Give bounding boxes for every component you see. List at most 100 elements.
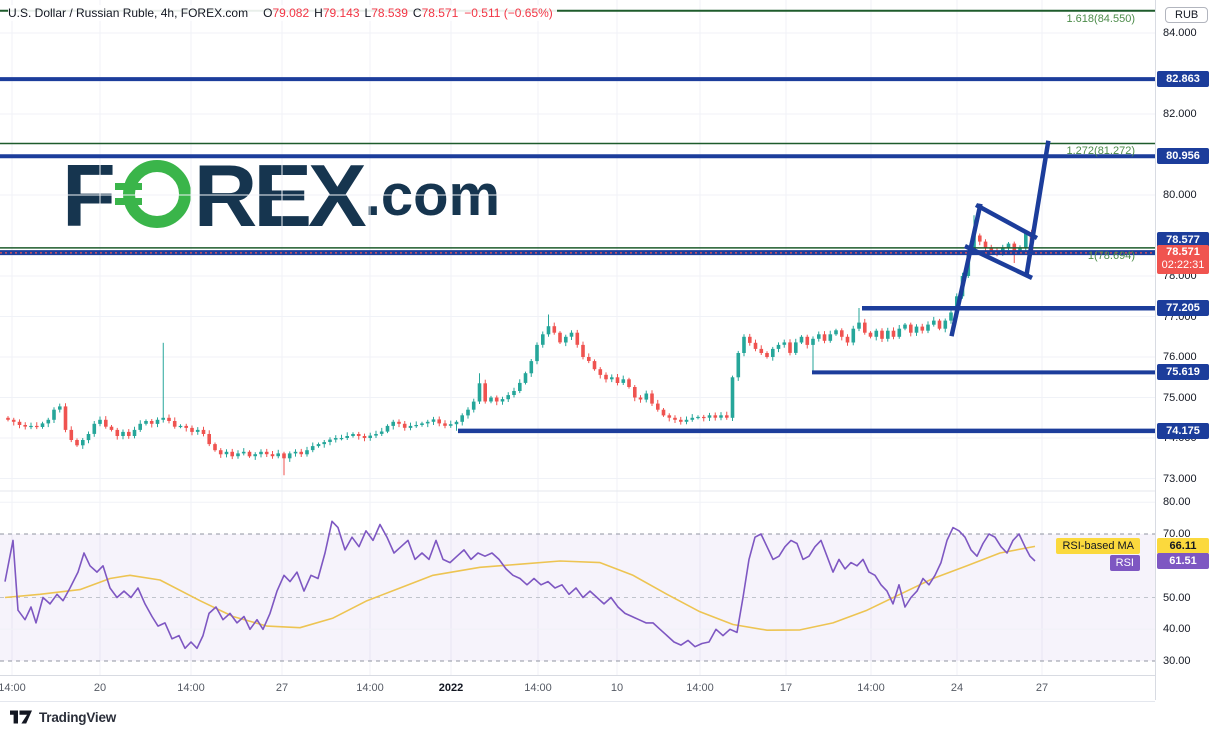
candle-body	[656, 403, 660, 410]
candle-body	[63, 406, 68, 430]
trend-drawing-breakout[interactable]	[1024, 140, 1051, 275]
candle-body	[310, 446, 315, 451]
time-axis[interactable]: 14:00 20 14:00 27 14:00 2022 14:00 10 14:00 17 14:…	[0, 675, 1155, 702]
candle-body	[684, 419, 689, 422]
time-axis-label: 14:00	[686, 682, 714, 694]
candle-body	[149, 421, 154, 424]
candle-body	[868, 332, 873, 337]
candle-body	[466, 409, 470, 416]
price-axis[interactable]: RUB 84.000 82.000 80.000 78.000 77.000 76.000…	[1155, 0, 1223, 700]
candle-body	[771, 348, 775, 357]
current-price-badge: 78.571 02:22:31	[1157, 245, 1209, 274]
candle-body	[817, 334, 821, 339]
chart-region[interactable]: F REX .com U.S. Dollar / Russian Ruble, …	[0, 0, 1155, 700]
candle-body	[604, 374, 608, 380]
candle-body	[132, 429, 137, 436]
candle-body	[483, 383, 487, 402]
candle-body	[17, 421, 22, 425]
candle-body	[299, 451, 303, 455]
candle-body	[195, 429, 200, 432]
candle-body	[138, 423, 142, 430]
candle-body	[92, 423, 97, 434]
chart-canvas[interactable]	[0, 0, 1155, 705]
rsi-floating-label[interactable]: RSI	[1109, 555, 1140, 571]
candle-body	[857, 322, 861, 329]
candle-body	[86, 434, 91, 441]
candle-body	[673, 417, 677, 420]
trend-drawing-flag-upper[interactable]	[974, 202, 1039, 241]
candle-body	[903, 324, 907, 329]
candle-body	[926, 324, 930, 331]
candle-body	[909, 324, 913, 333]
candle-body	[932, 320, 936, 325]
candle-body	[546, 326, 551, 335]
brand-bar: TradingView	[0, 700, 1223, 736]
rsi-value-badge: 61.51	[1157, 553, 1209, 569]
rsi-line	[4, 520, 1036, 650]
candle-body	[236, 453, 240, 457]
candle-body	[218, 450, 223, 455]
candle-body	[661, 409, 666, 416]
candle-body	[322, 442, 326, 445]
candle-body	[253, 454, 257, 457]
symbol-legend: U.S. Dollar / Russian Ruble, 4h, FOREX.c…	[8, 5, 557, 21]
candle-body	[98, 419, 102, 424]
rsi-ma-floating-label[interactable]: RSI-based MA	[1056, 538, 1140, 554]
candle-body	[541, 334, 545, 345]
tradingview-icon	[10, 710, 32, 724]
rsi-ma-line	[4, 545, 1036, 632]
candle-body	[592, 361, 597, 370]
candle-body	[213, 444, 217, 451]
rsi-axis-label: 40.00	[1163, 623, 1191, 635]
candle-body	[270, 454, 275, 457]
price-axis-label: 80.000	[1163, 189, 1197, 201]
candle-body	[805, 336, 810, 345]
candle-body	[598, 369, 603, 375]
rsi-axis-label: 70.00	[1163, 528, 1191, 540]
rsi-axis-label: 30.00	[1163, 655, 1191, 667]
candle-body	[886, 330, 890, 339]
candle-body	[535, 344, 539, 362]
candle-body	[305, 450, 309, 455]
tradingview-logo[interactable]: TradingView	[10, 709, 116, 725]
candle-body	[529, 361, 534, 374]
time-axis-label: 2022	[438, 682, 464, 694]
candle-body	[782, 342, 787, 345]
candle-body	[247, 451, 252, 457]
candle-body	[75, 440, 79, 446]
candle-body	[759, 348, 764, 353]
candle-body	[391, 421, 395, 426]
candle-body	[115, 429, 120, 436]
candle-body	[512, 391, 516, 395]
candle-body	[190, 427, 194, 432]
candle-body	[500, 399, 505, 402]
currency-badge[interactable]: RUB	[1165, 7, 1209, 23]
candle-body	[788, 342, 792, 353]
trend-drawing-pole[interactable]	[949, 203, 983, 337]
candle-body	[943, 320, 948, 329]
candle-body	[1006, 243, 1011, 249]
price-level-badge: 75.619	[1157, 364, 1209, 380]
candle-body	[863, 322, 867, 333]
candle-body	[799, 336, 804, 343]
candle-body	[989, 247, 994, 251]
candle-body	[127, 431, 131, 436]
chart-svg[interactable]	[0, 0, 1155, 700]
candle-body	[840, 330, 844, 337]
symbol-title[interactable]: U.S. Dollar / Russian Ruble, 4h, FOREX.c…	[8, 6, 249, 20]
candle-body	[489, 397, 493, 402]
candle-body	[978, 235, 982, 242]
candle-body	[35, 425, 39, 428]
candle-body	[822, 334, 827, 341]
candle-body	[6, 417, 10, 420]
low-value: 78.539	[371, 6, 408, 20]
candle-body	[144, 421, 148, 424]
candle-body	[58, 406, 62, 410]
candle-body	[730, 377, 735, 418]
trend-drawing-flag-lower[interactable]	[964, 244, 1033, 280]
candle-body	[460, 415, 464, 422]
candle-body	[477, 383, 482, 402]
countdown-timer: 02:22:31	[1161, 259, 1205, 271]
fib-label: 1.272(81.272)	[1066, 145, 1136, 157]
candle-body	[679, 419, 683, 422]
